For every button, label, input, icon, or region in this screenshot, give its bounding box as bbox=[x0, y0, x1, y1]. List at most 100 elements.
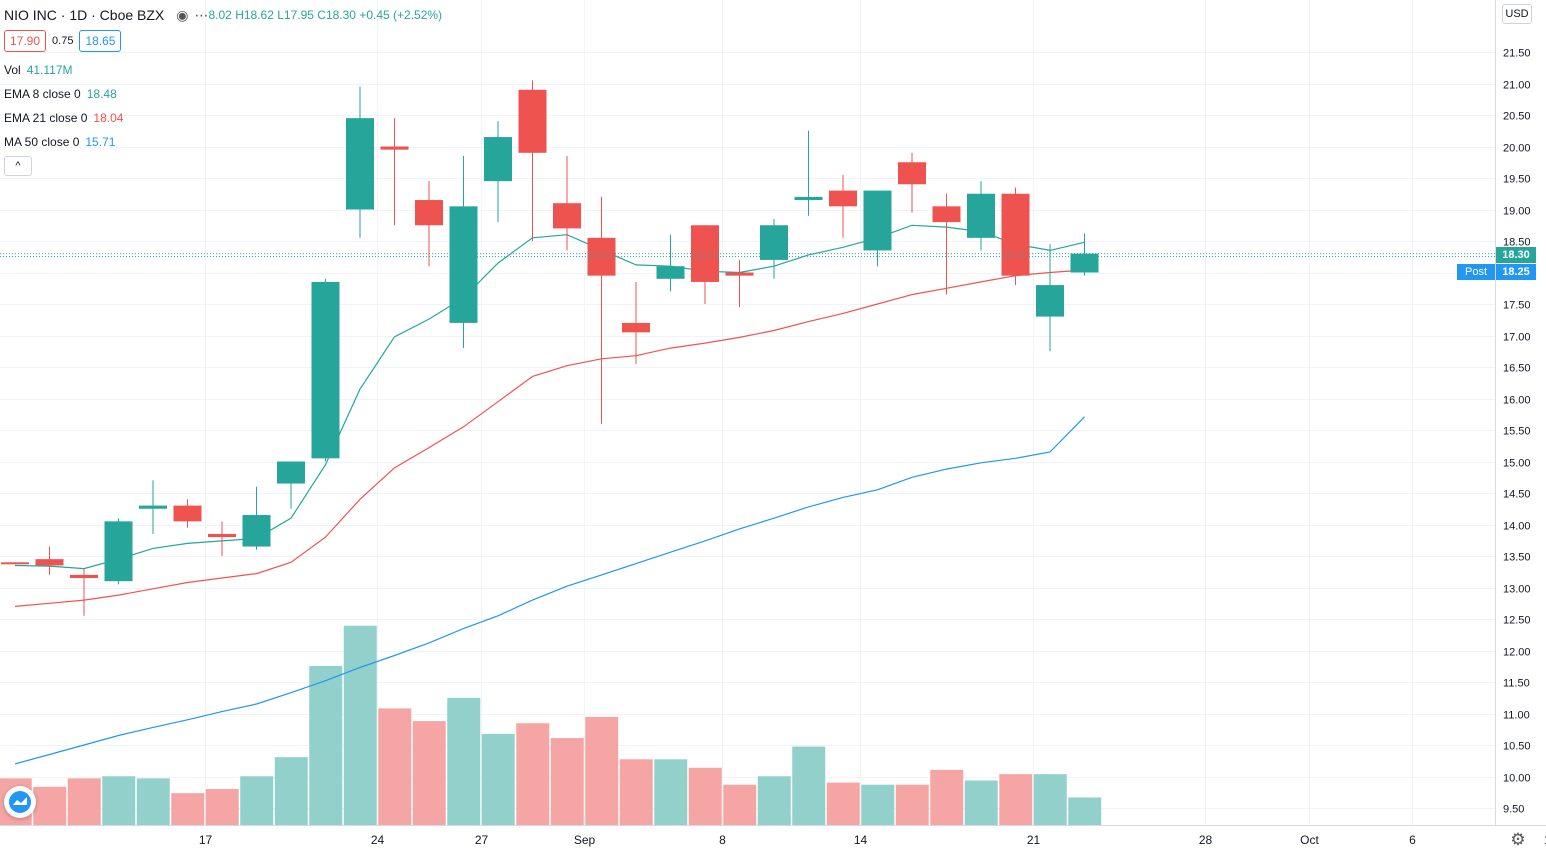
volume-bar bbox=[67, 778, 101, 825]
volume-bar bbox=[550, 738, 584, 825]
ohlc-values: 8.02 H18.62 L17.95 C18.30 +0.45 (+2.52%) bbox=[208, 8, 442, 22]
date-tick-label: 17 bbox=[199, 833, 213, 847]
chart-grid bbox=[0, 0, 1495, 825]
candle-body bbox=[622, 322, 650, 333]
indicator-lines bbox=[14, 224, 1085, 765]
volume-bar bbox=[930, 769, 964, 825]
price-tick-label: 16.00 bbox=[1503, 395, 1531, 407]
candle-body bbox=[311, 281, 340, 459]
candle-body bbox=[829, 190, 857, 207]
volume-bar bbox=[999, 774, 1033, 825]
settings-gear-icon[interactable]: ⚙ bbox=[1510, 830, 1526, 849]
candle-body bbox=[35, 559, 64, 566]
price-tick-label: 11.00 bbox=[1503, 710, 1530, 722]
price-tick-label: 20.00 bbox=[1503, 143, 1531, 155]
change-value: +0.45 (+2.52%) bbox=[359, 8, 443, 22]
volume-bar bbox=[240, 776, 274, 825]
time-axis: 17 24 27 Sep 8 14 21 28 Oct 6 12 bbox=[0, 825, 1546, 847]
price-tick-label: 12.00 bbox=[1503, 647, 1531, 659]
price-tick-label: 16.50 bbox=[1503, 363, 1531, 375]
candle-body bbox=[415, 200, 443, 226]
post-market-label: Post bbox=[1457, 264, 1495, 280]
price-tick-label: 13.00 bbox=[1503, 584, 1531, 596]
eye-icon[interactable]: ◉ bbox=[176, 6, 189, 23]
post-price-label: 18.25 bbox=[1496, 264, 1536, 280]
ema8-indicator[interactable]: EMA 8 close 0 18.48 bbox=[4, 87, 117, 101]
volume-bar bbox=[1068, 797, 1102, 825]
volume-bar bbox=[343, 625, 377, 825]
buy-button[interactable]: 18.65 bbox=[79, 30, 122, 52]
symbol-legend: NIO INC · 1D · Cboe BZX ◉ ⋯ 8.02 H18.62 … bbox=[4, 5, 442, 25]
tradingview-logo-icon bbox=[9, 791, 31, 813]
collapse-indicators-button[interactable]: ^ bbox=[4, 156, 32, 176]
candle-body bbox=[932, 206, 961, 223]
currency-button[interactable]: USD bbox=[1502, 4, 1532, 24]
symbol-title[interactable]: NIO INC · 1D · Cboe BZX bbox=[4, 7, 165, 23]
volume-bar bbox=[723, 784, 757, 825]
volume-bar bbox=[309, 666, 343, 825]
price-tick-label: 14.50 bbox=[1503, 489, 1531, 501]
tradingview-logo[interactable] bbox=[4, 786, 36, 818]
price-axis: 21.5021.0020.5020.0019.5019.0018.5018.00… bbox=[1495, 0, 1531, 825]
volume-value: 41.117M bbox=[26, 63, 73, 77]
volume-bar bbox=[136, 778, 170, 825]
price-tick-label: 18.50 bbox=[1503, 237, 1531, 249]
candle-body bbox=[346, 118, 374, 210]
candle-body bbox=[380, 146, 409, 150]
date-tick-label: 24 bbox=[371, 833, 385, 847]
price-tick-label: 20.50 bbox=[1503, 111, 1531, 123]
volume-bar bbox=[1033, 774, 1067, 825]
volume-bar bbox=[826, 782, 860, 825]
ma-50-line bbox=[14, 416, 1085, 765]
ma50-indicator[interactable]: MA 50 close 0 15.71 bbox=[4, 135, 116, 149]
volume-bar bbox=[171, 793, 205, 825]
price-tick-label: 17.00 bbox=[1503, 332, 1531, 344]
candle-body bbox=[518, 89, 547, 153]
low-value: L17.95 bbox=[277, 8, 314, 22]
volume-bar bbox=[619, 759, 653, 825]
price-tick-label: 13.50 bbox=[1503, 552, 1531, 564]
candle-body bbox=[139, 505, 167, 509]
candle-body bbox=[863, 190, 892, 251]
volume-bar bbox=[102, 776, 136, 825]
candle-body bbox=[553, 203, 581, 229]
volume-indicator[interactable]: Vol 41.117M bbox=[4, 63, 73, 77]
candle-body bbox=[208, 533, 236, 538]
candle-body bbox=[70, 574, 98, 579]
date-tick-label: 27 bbox=[475, 833, 489, 847]
high-value: H18.62 bbox=[235, 8, 274, 22]
price-tick-label: 15.50 bbox=[1503, 426, 1531, 438]
more-options-icon[interactable]: ⋯ bbox=[194, 6, 209, 23]
candle-body bbox=[656, 266, 685, 279]
price-tick-label: 12.50 bbox=[1503, 615, 1531, 627]
date-tick-label: 6 bbox=[1409, 833, 1416, 847]
close-value: C18.30 bbox=[317, 8, 356, 22]
last-price-label: 18.30 bbox=[1496, 247, 1536, 263]
candle-body bbox=[898, 162, 926, 185]
price-tick-label: 10.50 bbox=[1503, 741, 1531, 753]
price-tick-label: 11.50 bbox=[1503, 678, 1530, 690]
date-tick-label: Oct bbox=[1300, 833, 1319, 847]
spread-value: 0.75 bbox=[52, 35, 74, 47]
ema8-value: 18.48 bbox=[86, 87, 117, 101]
volume-bar bbox=[688, 767, 722, 825]
price-tick-label: 21.00 bbox=[1503, 80, 1531, 92]
date-tick-label: 28 bbox=[1199, 833, 1213, 847]
candle-body bbox=[1, 562, 29, 565]
volume-bar bbox=[654, 759, 688, 825]
volume-bar bbox=[861, 784, 895, 825]
date-tick-label: 21 bbox=[1027, 833, 1041, 847]
date-tick-label: 12 bbox=[1544, 833, 1546, 847]
volume-bar bbox=[205, 788, 239, 825]
ema21-indicator[interactable]: EMA 21 close 0 18.04 bbox=[4, 111, 124, 125]
candle-body bbox=[587, 237, 616, 276]
price-tick-label: 10.00 bbox=[1503, 773, 1531, 785]
price-tick-label: 17.50 bbox=[1503, 300, 1531, 312]
sell-button[interactable]: 17.90 bbox=[4, 30, 47, 52]
ema21-value: 18.04 bbox=[93, 111, 124, 125]
candle-body bbox=[484, 137, 512, 182]
date-tick-label: Sep bbox=[574, 833, 596, 847]
price-tick-label: 19.00 bbox=[1503, 206, 1531, 218]
ema-8-line bbox=[14, 224, 1085, 570]
